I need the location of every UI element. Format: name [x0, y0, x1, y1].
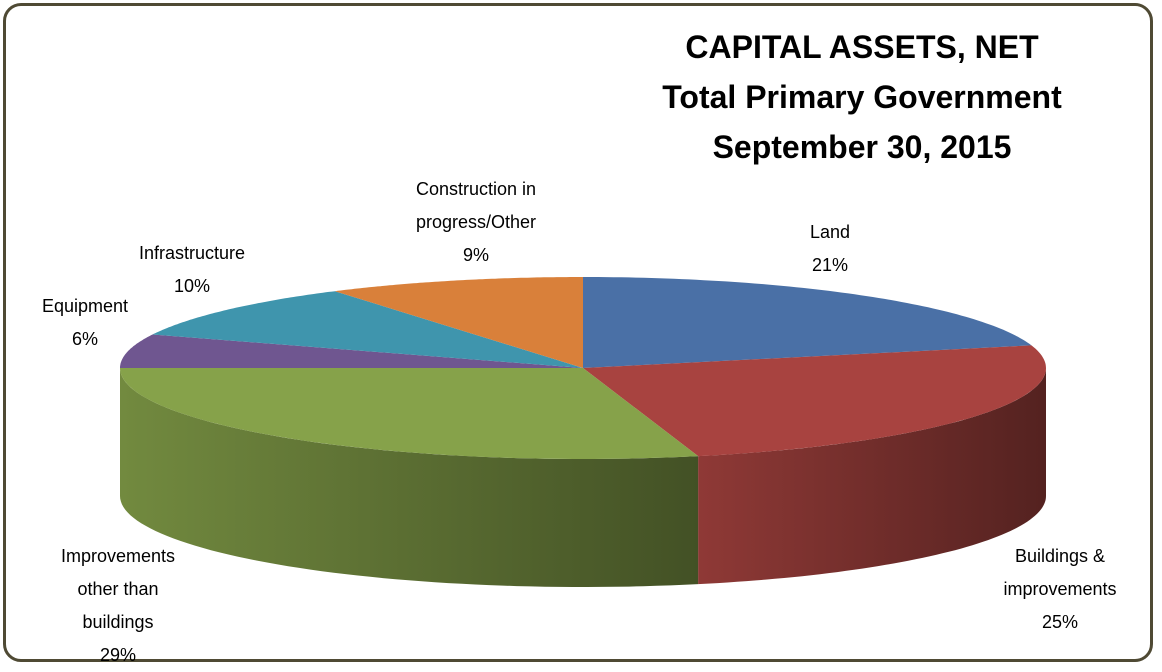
percent-label: 6% — [71, 329, 98, 349]
category-label: Land — [809, 222, 851, 242]
pie-slice-side — [120, 368, 699, 587]
category-label: Infrastructure — [138, 243, 246, 263]
pie-slice — [583, 345, 1046, 457]
pie-slice — [120, 368, 699, 459]
chart-title: Total Primary Government — [662, 79, 1062, 115]
data-label: Equipment 6% — [20, 290, 150, 356]
pie-slice — [583, 277, 1032, 368]
percent-label: 10% — [173, 276, 211, 296]
data-label: Infrastructure 10% — [107, 237, 277, 303]
data-label: Buildings & improvements 25% — [985, 540, 1135, 639]
chart-title: CAPITAL ASSETS, NET — [685, 29, 1039, 65]
pie-slice — [152, 291, 583, 368]
data-label: Improvements other than buildings 29% — [51, 540, 186, 672]
category-label: Equipment — [41, 296, 129, 316]
category-label: Improvements other than buildings — [60, 546, 176, 632]
pie-slice — [120, 334, 583, 368]
category-label: Buildings & improvements — [1003, 546, 1117, 599]
pie-slice-side — [698, 368, 1046, 585]
category-label: Construction in progress/Other — [415, 179, 537, 232]
pie-slice — [334, 277, 583, 368]
percent-label: 9% — [462, 245, 489, 265]
percent-label: 29% — [99, 645, 137, 665]
chart-title: September 30, 2015 — [713, 129, 1012, 165]
data-label: Land 21% — [755, 216, 905, 282]
percent-label: 21% — [811, 255, 849, 275]
data-label: Construction in progress/Other 9% — [399, 173, 554, 272]
percent-label: 25% — [1041, 612, 1079, 632]
